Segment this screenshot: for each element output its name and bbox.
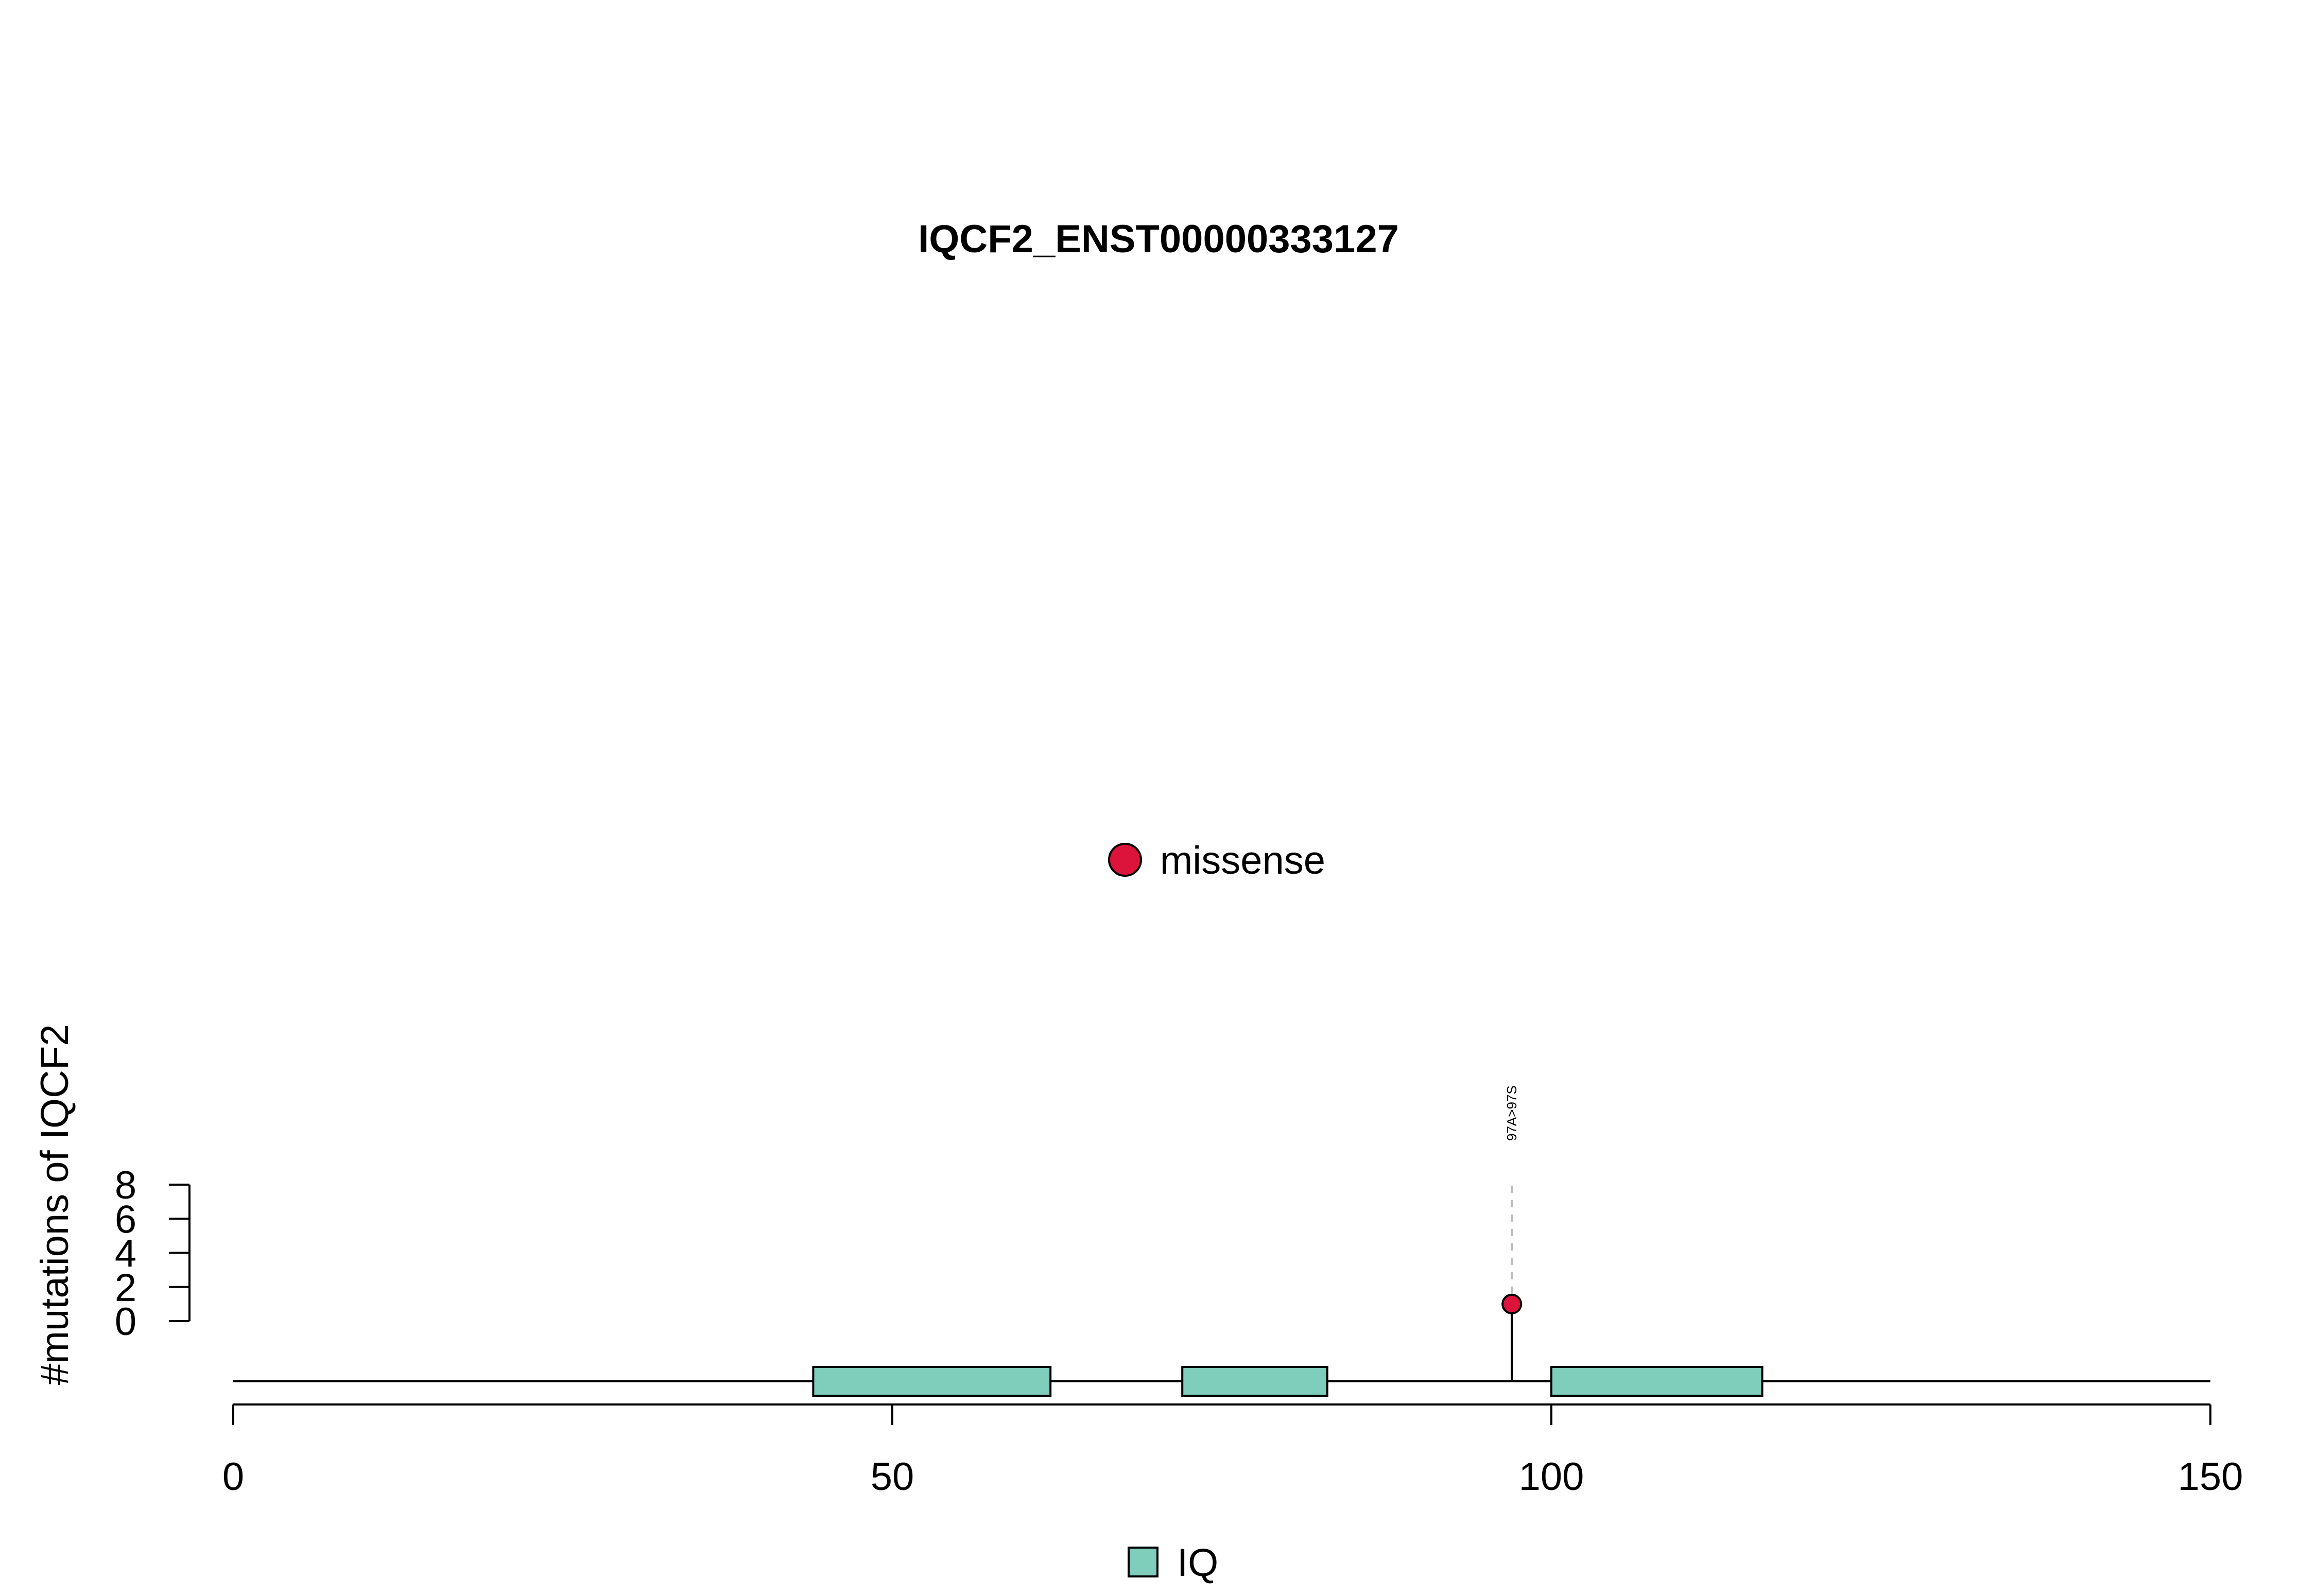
x-tick-label: 0 (222, 1455, 244, 1499)
x-tick-label: 50 (871, 1455, 914, 1499)
y-axis-label: #mutations of IQCF2 (33, 1024, 77, 1385)
domain-boxes (812, 1366, 1763, 1397)
y-tick-label: 8 (115, 1164, 136, 1207)
y-tick-label: 4 (115, 1232, 136, 1276)
legend-missense-label: missense (1160, 839, 1325, 882)
y-tick-label: 0 (115, 1300, 136, 1344)
y-tick-label: 6 (115, 1198, 136, 1241)
domain-legend: IQ (1128, 1541, 1218, 1585)
x-tick-label: 100 (1519, 1455, 1584, 1499)
y-tick-label: 2 (115, 1266, 136, 1310)
domain-box (812, 1366, 1052, 1397)
legend-iq-label: IQ (1177, 1541, 1218, 1585)
mutation-legend: missense (1108, 839, 1325, 882)
mutation-label: 97A>97S (1504, 1085, 1519, 1141)
chart-title: IQCF2_ENST00000333127 (918, 217, 1399, 261)
mutation-lollipops: 97A>97S (1501, 1085, 1523, 1381)
x-axis: 0 50 100 150 (222, 1403, 2243, 1499)
domain-box (1550, 1366, 1763, 1397)
legend-missense-marker (1108, 843, 1142, 877)
domain-box (1181, 1366, 1328, 1397)
x-tick-label: 150 (2178, 1455, 2243, 1499)
legend-iq-swatch (1128, 1547, 1158, 1577)
mutation-point (1501, 1293, 1523, 1314)
